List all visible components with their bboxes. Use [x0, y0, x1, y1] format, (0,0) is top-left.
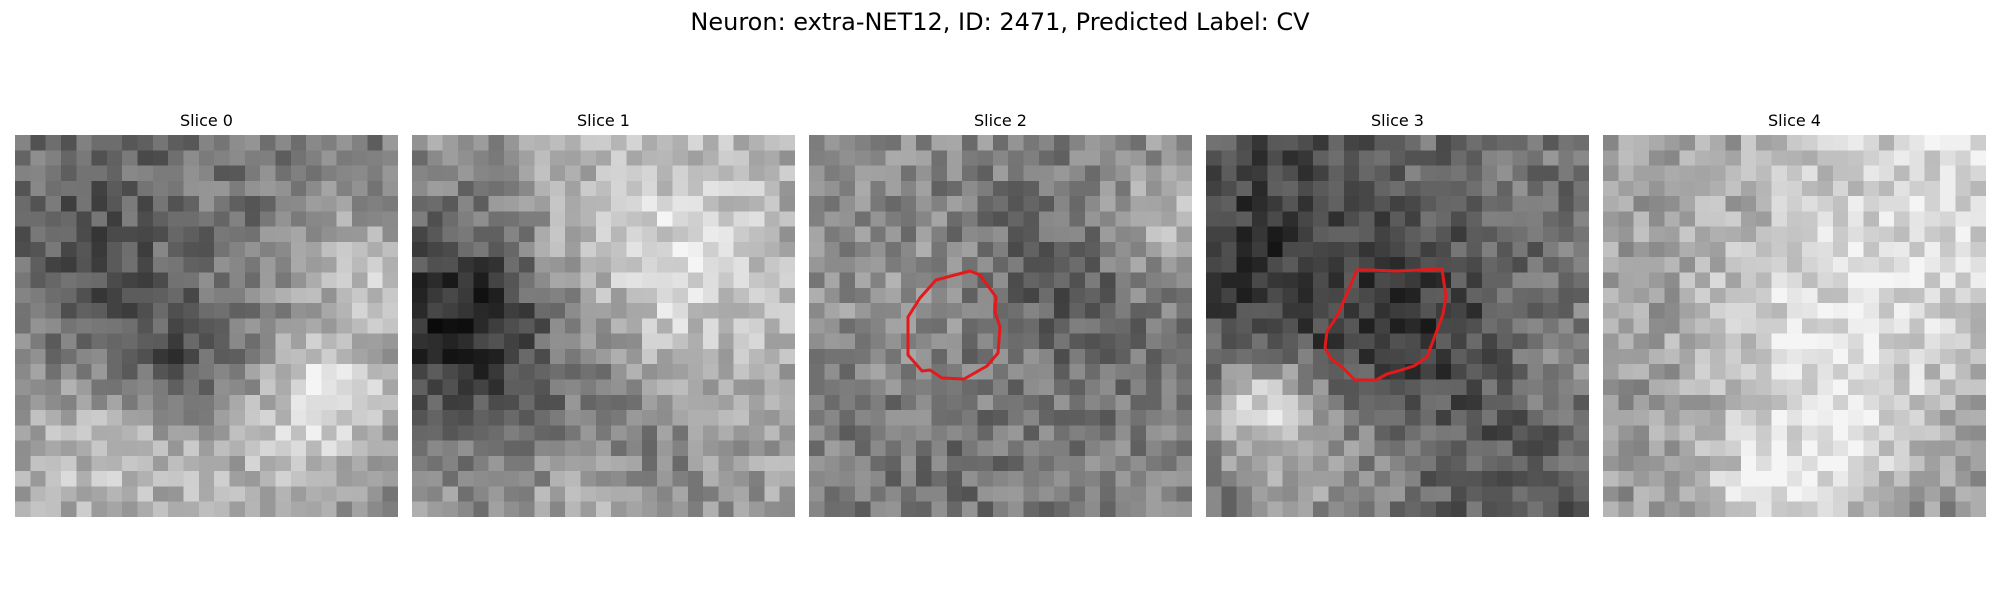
roi-overlay-3 — [1323, 267, 1448, 382]
slice-image-0 — [15, 135, 398, 517]
slice-title-3: Slice 3 — [1371, 111, 1424, 130]
slice-title-2: Slice 2 — [974, 111, 1027, 130]
slice-title-0: Slice 0 — [180, 111, 233, 130]
slice-panel-1: Slice 1 — [412, 111, 795, 517]
slice-panel-2: Slice 2 — [809, 111, 1192, 517]
figure-title: Neuron: extra-NET12, ID: 2471, Predicted… — [690, 8, 1310, 36]
slice-title-4: Slice 4 — [1768, 111, 1821, 130]
roi-contour-2 — [906, 269, 1002, 381]
roi-overlay-2 — [906, 269, 1002, 381]
slice-image-4 — [1603, 135, 1986, 517]
slice-title-1: Slice 1 — [577, 111, 630, 130]
slice-panel-0: Slice 0 — [15, 111, 398, 517]
slice-image-3 — [1206, 135, 1589, 517]
slice-panel-4: Slice 4 — [1603, 111, 1986, 517]
slice-panel-3: Slice 3 — [1206, 111, 1589, 517]
roi-contour-3 — [1323, 267, 1448, 382]
slice-image-1 — [412, 135, 795, 517]
